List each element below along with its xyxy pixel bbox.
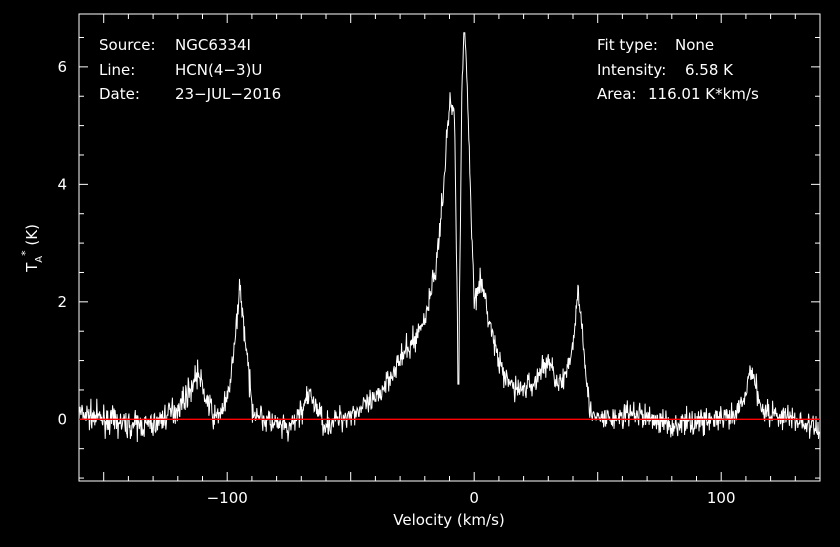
info-intensity-value: 6.58 K	[685, 61, 734, 79]
info-area-value: 116.01 K*km/s	[648, 85, 759, 103]
info-date-key: Date:	[99, 85, 140, 103]
y-tick-label: 4	[57, 175, 67, 193]
info-line-key: Line:	[99, 61, 135, 79]
plot-area	[78, 32, 820, 443]
x-tick-label: 0	[469, 489, 479, 507]
y-axis-label: TA* (K)	[19, 224, 45, 273]
y-tick-label: 6	[57, 58, 67, 76]
y-tick-label: 0	[57, 410, 67, 428]
info-area-key: Area:	[597, 85, 637, 103]
info-source-value: NGC6334I	[175, 36, 251, 54]
x-tick-label: 100	[707, 489, 736, 507]
info-fit-type-value: None	[675, 36, 714, 54]
axis-ticks: −100 0 100 0 2 4 6	[57, 14, 820, 507]
info-intensity-key: Intensity:	[597, 61, 666, 79]
y-tick-label: 2	[57, 293, 67, 311]
info-left: Source: NGC6334I Line: HCN(4−3)U Date: 2…	[99, 36, 281, 103]
info-line-value: HCN(4−3)U	[175, 61, 262, 79]
x-tick-label: −100	[207, 489, 248, 507]
info-date-value: 23−JUL−2016	[175, 85, 281, 103]
spectrum-trace	[78, 32, 820, 443]
x-axis-label: Velocity (km/s)	[393, 511, 504, 529]
info-fit-type-key: Fit type:	[597, 36, 658, 54]
svg-text:TA* (K): TA* (K)	[19, 224, 45, 273]
info-right: Fit type: None Intensity: 6.58 K Area: 1…	[597, 36, 759, 103]
info-source-key: Source:	[99, 36, 156, 54]
